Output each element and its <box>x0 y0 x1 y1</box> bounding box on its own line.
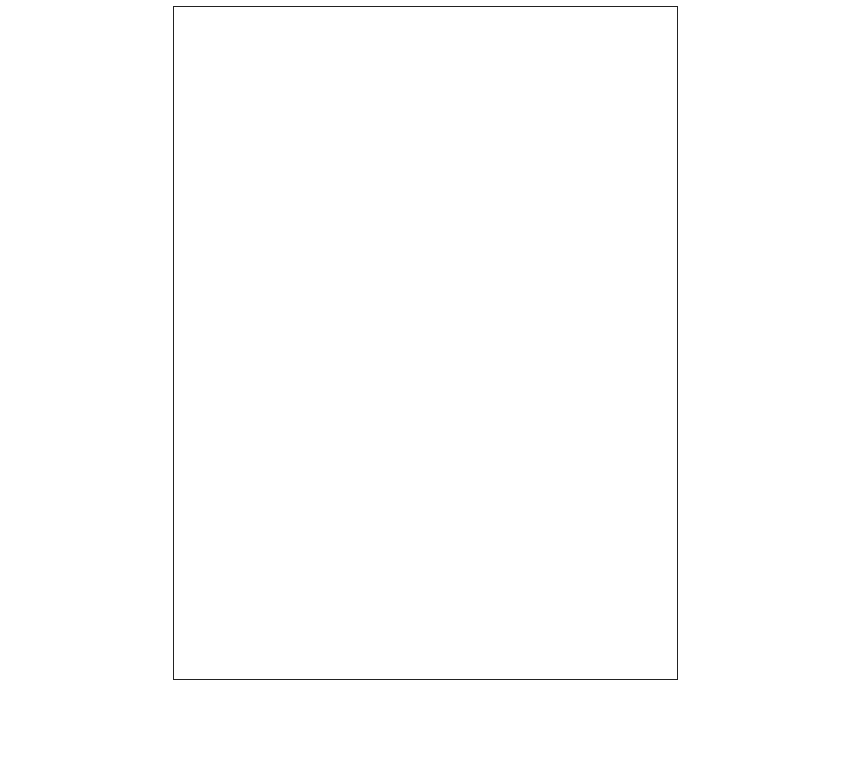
nonconvex-curve <box>216 433 654 653</box>
convex-curve <box>206 29 642 320</box>
figure-frame <box>173 6 678 680</box>
curves-figure <box>174 7 679 681</box>
